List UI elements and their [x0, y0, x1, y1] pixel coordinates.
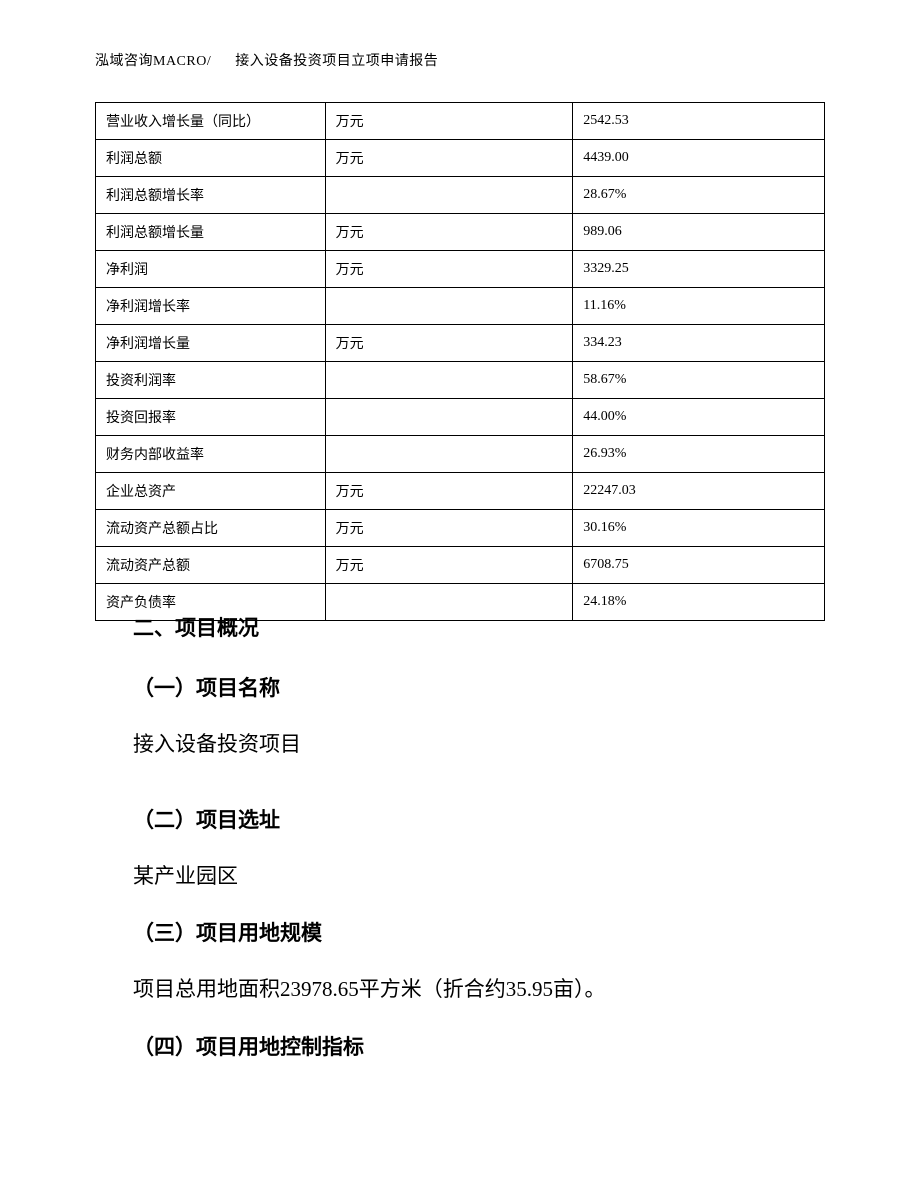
table-cell-unit — [325, 288, 573, 325]
table-cell-label: 净利润增长率 — [96, 288, 326, 325]
section-heading-overview: 二、项目概况 — [133, 612, 825, 642]
table-cell-label: 投资回报率 — [96, 399, 326, 436]
table-row: 投资回报率 44.00% — [96, 399, 825, 436]
table-cell-value: 26.93% — [573, 436, 825, 473]
table-row: 财务内部收益率 26.93% — [96, 436, 825, 473]
table-row: 营业收入增长量（同比） 万元 2542.53 — [96, 103, 825, 140]
table-body: 营业收入增长量（同比） 万元 2542.53 利润总额 万元 4439.00 利… — [96, 103, 825, 621]
table-cell-label: 流动资产总额占比 — [96, 510, 326, 547]
table-cell-value: 30.16% — [573, 510, 825, 547]
body-text-project-location: 某产业园区 — [133, 860, 825, 894]
table-cell-value: 4439.00 — [573, 140, 825, 177]
header-title: 接入设备投资项目立项申请报告 — [235, 54, 438, 69]
table-cell-unit: 万元 — [325, 325, 573, 362]
financial-data-table: 营业收入增长量（同比） 万元 2542.53 利润总额 万元 4439.00 利… — [95, 102, 825, 621]
body-text-project-name: 接入设备投资项目 — [133, 728, 825, 762]
table-row: 利润总额增长量 万元 989.06 — [96, 214, 825, 251]
table-cell-label: 净利润 — [96, 251, 326, 288]
table-cell-value: 28.67% — [573, 177, 825, 214]
table-row: 净利润增长量 万元 334.23 — [96, 325, 825, 362]
table-cell-value: 58.67% — [573, 362, 825, 399]
table-cell-unit: 万元 — [325, 140, 573, 177]
table-cell-label: 净利润增长量 — [96, 325, 326, 362]
table-cell-value: 6708.75 — [573, 547, 825, 584]
table-row: 企业总资产 万元 22247.03 — [96, 473, 825, 510]
table-cell-label: 利润总额增长率 — [96, 177, 326, 214]
table-cell-label: 利润总额 — [96, 140, 326, 177]
table-cell-unit: 万元 — [325, 473, 573, 510]
table-cell-value: 2542.53 — [573, 103, 825, 140]
table-cell-unit — [325, 362, 573, 399]
table-cell-unit: 万元 — [325, 510, 573, 547]
content-section: 二、项目概况 （一）项目名称 接入设备投资项目 （二）项目选址 某产业园区 （三… — [133, 612, 825, 1087]
table-cell-unit — [325, 399, 573, 436]
table-row: 流动资产总额 万元 6708.75 — [96, 547, 825, 584]
table-cell-value: 989.06 — [573, 214, 825, 251]
table-row: 净利润 万元 3329.25 — [96, 251, 825, 288]
subheading-project-name: （一）项目名称 — [133, 672, 825, 702]
table-cell-label: 企业总资产 — [96, 473, 326, 510]
table-cell-value: 11.16% — [573, 288, 825, 325]
subheading-land-scale: （三）项目用地规模 — [133, 917, 825, 947]
table-row: 利润总额增长率 28.67% — [96, 177, 825, 214]
table-cell-unit: 万元 — [325, 547, 573, 584]
table-row: 流动资产总额占比 万元 30.16% — [96, 510, 825, 547]
table-cell-label: 流动资产总额 — [96, 547, 326, 584]
table-cell-value: 44.00% — [573, 399, 825, 436]
table-cell-value: 334.23 — [573, 325, 825, 362]
table-cell-label: 财务内部收益率 — [96, 436, 326, 473]
table-cell-unit: 万元 — [325, 251, 573, 288]
table-cell-unit: 万元 — [325, 103, 573, 140]
table-cell-label: 利润总额增长量 — [96, 214, 326, 251]
table-row: 投资利润率 58.67% — [96, 362, 825, 399]
page-header: 泓域咨询MACRO/ 接入设备投资项目立项申请报告 — [95, 50, 438, 70]
table-cell-value: 3329.25 — [573, 251, 825, 288]
table-cell-unit: 万元 — [325, 214, 573, 251]
table-cell-value: 22247.03 — [573, 473, 825, 510]
table-row: 净利润增长率 11.16% — [96, 288, 825, 325]
table-cell-unit — [325, 436, 573, 473]
subheading-land-control: （四）项目用地控制指标 — [133, 1031, 825, 1061]
table-cell-label: 投资利润率 — [96, 362, 326, 399]
header-company: 泓域咨询MACRO/ — [95, 54, 211, 69]
subheading-project-location: （二）项目选址 — [133, 804, 825, 834]
table-cell-unit — [325, 177, 573, 214]
body-text-land-scale: 项目总用地面积23978.65平方米（折合约35.95亩）。 — [133, 973, 825, 1007]
table-cell-label: 营业收入增长量（同比） — [96, 103, 326, 140]
table-row: 利润总额 万元 4439.00 — [96, 140, 825, 177]
